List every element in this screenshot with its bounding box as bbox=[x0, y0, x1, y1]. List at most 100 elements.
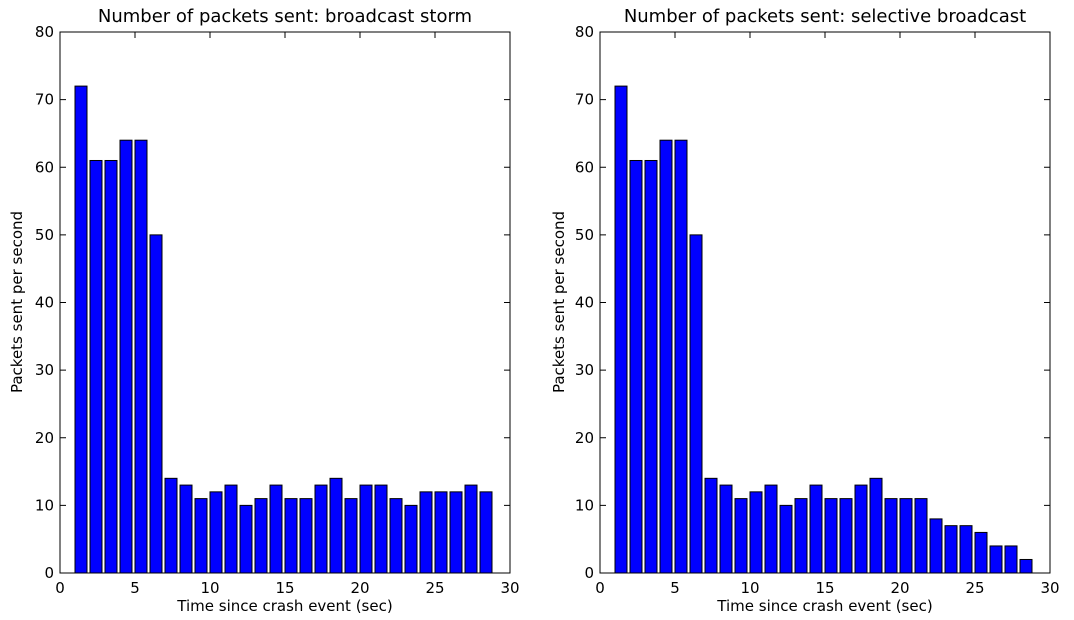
bar bbox=[839, 498, 853, 574]
y-tick-label: 10 bbox=[575, 496, 594, 514]
x-tick-label: 5 bbox=[130, 579, 140, 597]
bar bbox=[899, 498, 913, 574]
y-tick-label: 60 bbox=[575, 158, 594, 176]
bar bbox=[704, 477, 718, 574]
bar bbox=[74, 85, 88, 574]
x-tick-label: 15 bbox=[275, 579, 294, 597]
chart-right-xlabel: Time since crash event (sec) bbox=[716, 597, 932, 615]
bar bbox=[479, 491, 493, 574]
bar bbox=[464, 484, 478, 574]
bar bbox=[374, 484, 388, 574]
x-tick-label: 5 bbox=[670, 579, 680, 597]
chart-left-ticks: 0 5 10 15 20 25 30 0 10 20 30 40 50 60 70 80 bbox=[35, 23, 520, 597]
chart-left-title: Number of packets sent: broadcast storm bbox=[98, 6, 472, 27]
x-tick-label: 30 bbox=[1040, 579, 1059, 597]
y-tick-label: 50 bbox=[35, 226, 54, 244]
chart-left-bars bbox=[74, 85, 493, 574]
bar bbox=[119, 139, 133, 574]
bar bbox=[164, 477, 178, 574]
y-tick-label: 30 bbox=[575, 361, 594, 379]
y-tick-label: 20 bbox=[35, 429, 54, 447]
y-tick-label: 70 bbox=[575, 91, 594, 109]
bar bbox=[629, 159, 643, 574]
bar bbox=[299, 498, 313, 574]
y-tick-label: 0 bbox=[44, 564, 54, 582]
bar bbox=[764, 484, 778, 574]
bar bbox=[614, 85, 628, 574]
bar bbox=[179, 484, 193, 574]
y-tick-label: 10 bbox=[35, 496, 54, 514]
bar bbox=[779, 504, 793, 574]
bar bbox=[329, 477, 343, 574]
bar bbox=[1019, 558, 1033, 574]
chart-right-ticks: 0 5 10 15 20 25 30 0 10 20 30 40 50 60 70 80 bbox=[575, 23, 1060, 597]
y-tick-label: 70 bbox=[35, 91, 54, 109]
chart-right-title: Number of packets sent: selective broadc… bbox=[624, 6, 1026, 27]
bar bbox=[794, 498, 808, 574]
x-tick-label: 10 bbox=[200, 579, 219, 597]
y-tick-label: 40 bbox=[35, 294, 54, 312]
chart-left-ylabel: Packets sent per second bbox=[8, 211, 26, 393]
bar bbox=[809, 484, 823, 574]
chart-right-bars bbox=[614, 85, 1033, 574]
x-tick-label: 0 bbox=[55, 579, 65, 597]
bar bbox=[914, 498, 928, 574]
x-tick-label: 0 bbox=[595, 579, 605, 597]
bar bbox=[194, 498, 208, 574]
bar bbox=[824, 498, 838, 574]
bar bbox=[404, 504, 418, 574]
bar bbox=[689, 234, 703, 574]
chart-left-xlabel: Time since crash event (sec) bbox=[176, 597, 392, 615]
bar bbox=[674, 139, 688, 574]
y-tick-label: 30 bbox=[35, 361, 54, 379]
y-tick-label: 20 bbox=[575, 429, 594, 447]
bar bbox=[749, 491, 763, 574]
bar bbox=[989, 545, 1003, 574]
bar bbox=[419, 491, 433, 574]
bar bbox=[434, 491, 448, 574]
x-tick-label: 10 bbox=[740, 579, 759, 597]
bar bbox=[314, 484, 328, 574]
bar bbox=[659, 139, 673, 574]
bar bbox=[224, 484, 238, 574]
chart-left-frame bbox=[59, 31, 511, 574]
y-tick-label: 60 bbox=[35, 158, 54, 176]
bar bbox=[344, 498, 358, 574]
bar bbox=[209, 491, 223, 574]
bar bbox=[734, 498, 748, 574]
x-tick-label: 25 bbox=[965, 579, 984, 597]
bar bbox=[944, 525, 958, 574]
y-tick-label: 80 bbox=[575, 23, 594, 41]
y-tick-label: 40 bbox=[575, 294, 594, 312]
bar bbox=[959, 525, 973, 574]
bar bbox=[449, 491, 463, 574]
bar bbox=[974, 531, 988, 574]
bar bbox=[149, 234, 163, 574]
y-tick-label: 50 bbox=[575, 226, 594, 244]
bar bbox=[929, 518, 943, 574]
chart-left: Number of packets sent: broadcast storm … bbox=[8, 6, 520, 615]
y-tick-label: 0 bbox=[584, 564, 594, 582]
chart-right: Number of packets sent: selective broadc… bbox=[550, 6, 1060, 615]
bar bbox=[884, 498, 898, 574]
chart-right-ylabel: Packets sent per second bbox=[550, 211, 568, 393]
x-tick-label: 20 bbox=[890, 579, 909, 597]
bar bbox=[389, 498, 403, 574]
x-tick-label: 25 bbox=[425, 579, 444, 597]
bar bbox=[254, 498, 268, 574]
bar bbox=[869, 477, 883, 574]
x-tick-label: 20 bbox=[350, 579, 369, 597]
bar bbox=[719, 484, 733, 574]
bar bbox=[854, 484, 868, 574]
bar bbox=[269, 484, 283, 574]
bar bbox=[104, 159, 118, 574]
bar bbox=[644, 159, 658, 574]
chart-right-frame bbox=[599, 31, 1051, 574]
bar bbox=[359, 484, 373, 574]
bar bbox=[239, 504, 253, 574]
bar bbox=[1004, 545, 1018, 574]
y-tick-label: 80 bbox=[35, 23, 54, 41]
bar bbox=[134, 139, 148, 574]
x-tick-label: 15 bbox=[815, 579, 834, 597]
